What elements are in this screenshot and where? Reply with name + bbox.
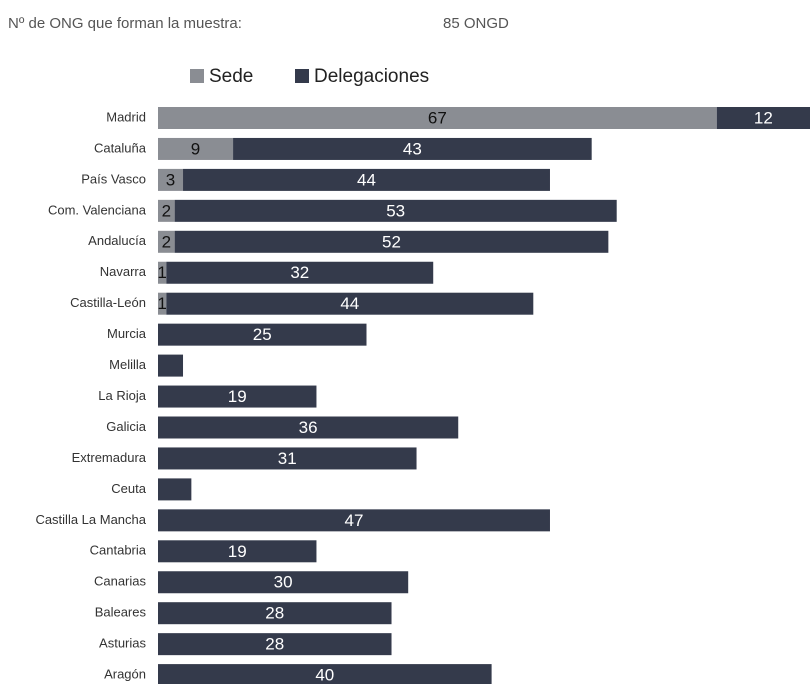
data-label: 3 bbox=[166, 170, 175, 189]
legend-label: Sede bbox=[209, 66, 253, 87]
data-label: 19 bbox=[228, 542, 247, 561]
category-label: Murcia bbox=[107, 326, 147, 341]
bar-segment bbox=[158, 478, 192, 501]
bar-segment bbox=[174, 230, 609, 253]
subtitle: Nº de ONG que forman la muestra: bbox=[8, 15, 242, 32]
category-label: Castilla-León bbox=[70, 295, 146, 310]
data-label: 32 bbox=[290, 263, 309, 282]
legend-swatch bbox=[190, 69, 204, 83]
legend-swatch bbox=[295, 69, 309, 83]
sample-size: 85 ONGD bbox=[443, 15, 509, 32]
bar-segment bbox=[158, 571, 409, 594]
category-label: Galicia bbox=[106, 419, 147, 434]
bar-segment bbox=[233, 137, 592, 160]
bar-segment bbox=[183, 168, 550, 191]
data-label: 36 bbox=[299, 418, 318, 437]
bar-segment bbox=[716, 107, 810, 129]
category-label: Extremadura bbox=[72, 450, 147, 465]
category-label: País Vasco bbox=[81, 171, 146, 186]
data-label: 44 bbox=[340, 294, 359, 313]
category-label: Com. Valenciana bbox=[48, 202, 147, 217]
data-label: 47 bbox=[345, 511, 364, 530]
data-label: 12 bbox=[754, 108, 773, 127]
data-label: 25 bbox=[253, 325, 272, 344]
data-label: 1 bbox=[157, 294, 166, 313]
data-label: 28 bbox=[265, 604, 284, 623]
data-label: 2 bbox=[162, 232, 171, 251]
data-label: 53 bbox=[386, 201, 405, 220]
bar-segment bbox=[158, 137, 234, 160]
bar-segment bbox=[158, 447, 417, 470]
category-label: Baleares bbox=[95, 605, 147, 620]
bar-segment bbox=[158, 230, 175, 253]
bar-segment bbox=[158, 602, 392, 625]
category-label: Ceuta bbox=[111, 481, 146, 496]
category-label: Canarias bbox=[94, 574, 147, 589]
data-label: 30 bbox=[274, 573, 293, 592]
bar-segment bbox=[158, 354, 184, 377]
category-label: Cataluña bbox=[94, 140, 147, 155]
data-label: 67 bbox=[428, 108, 447, 127]
data-label: 40 bbox=[315, 666, 334, 684]
data-label: 2 bbox=[162, 201, 171, 220]
bar-segment bbox=[158, 385, 317, 408]
bar-segment bbox=[158, 416, 459, 439]
data-label: 52 bbox=[382, 232, 401, 251]
legend-label: Delegaciones bbox=[314, 66, 429, 87]
bar-segment bbox=[174, 199, 617, 222]
data-label: 44 bbox=[357, 170, 376, 189]
data-label: 9 bbox=[191, 139, 200, 158]
category-label: Aragón bbox=[104, 667, 146, 682]
data-label: 1 bbox=[157, 263, 166, 282]
bar-segment bbox=[158, 261, 167, 284]
bar-segment bbox=[158, 540, 317, 563]
bar-segment bbox=[158, 323, 367, 346]
bar-segment bbox=[158, 107, 717, 129]
category-label: Navarra bbox=[100, 264, 147, 279]
bar-segment bbox=[158, 509, 550, 532]
bar-segment bbox=[158, 664, 492, 684]
bar-segment bbox=[158, 292, 167, 315]
data-label: 19 bbox=[228, 387, 247, 406]
category-label: Madrid bbox=[106, 109, 146, 124]
category-label: Cantabria bbox=[90, 543, 147, 558]
data-label: 28 bbox=[265, 635, 284, 654]
bar-segment bbox=[158, 199, 175, 222]
bar-segment bbox=[166, 261, 434, 284]
category-label: Asturias bbox=[99, 636, 146, 651]
category-label: La Rioja bbox=[98, 388, 146, 403]
data-label: 43 bbox=[403, 139, 422, 158]
bar-segment bbox=[166, 292, 534, 315]
category-label: Andalucía bbox=[88, 233, 147, 248]
bar-segment bbox=[158, 168, 184, 191]
bar-segment bbox=[158, 633, 392, 656]
category-label: Castilla La Mancha bbox=[35, 512, 146, 527]
data-label: 31 bbox=[278, 449, 297, 468]
category-label: Melilla bbox=[109, 357, 147, 372]
